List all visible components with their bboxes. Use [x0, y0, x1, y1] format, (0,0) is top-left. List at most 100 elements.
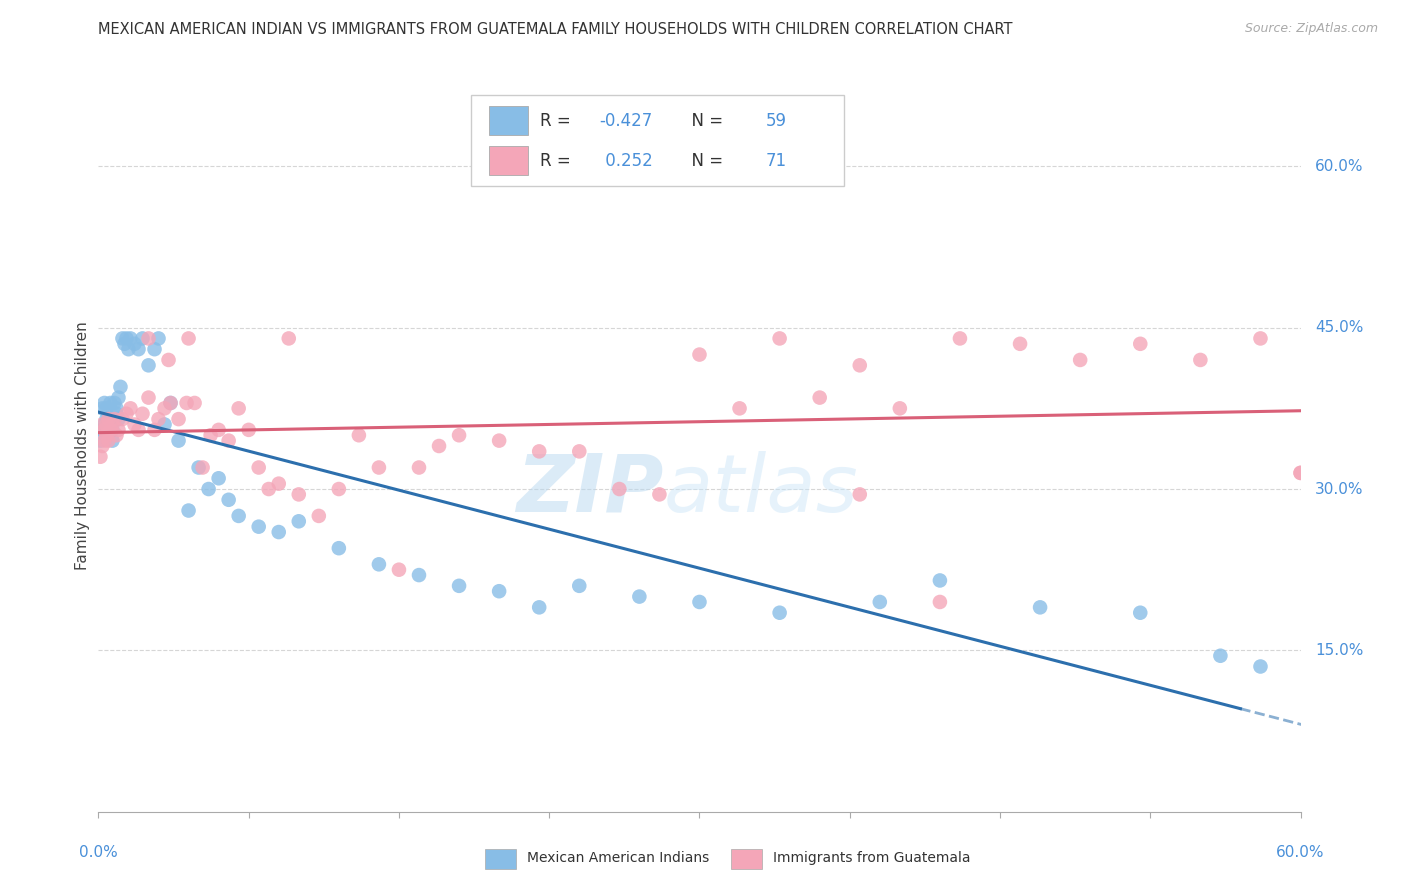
- Point: [111, 412, 134, 426]
- Point: [1289, 466, 1312, 480]
- Point: [308, 508, 330, 523]
- Text: 60.0%: 60.0%: [1277, 845, 1324, 860]
- Point: [1069, 353, 1091, 368]
- Point: [929, 595, 952, 609]
- Point: [929, 574, 952, 588]
- Point: [124, 336, 146, 351]
- Text: MEXICAN AMERICAN INDIAN VS IMMIGRANTS FROM GUATEMALA FAMILY HOUSEHOLDS WITH CHIL: MEXICAN AMERICAN INDIAN VS IMMIGRANTS FR…: [98, 22, 1012, 37]
- Point: [159, 396, 181, 410]
- Point: [97, 423, 120, 437]
- Point: [101, 434, 124, 448]
- Text: R =: R =: [540, 112, 575, 129]
- Point: [688, 348, 710, 362]
- Point: [128, 423, 150, 437]
- Point: [105, 428, 128, 442]
- Point: [768, 606, 790, 620]
- Point: [247, 519, 270, 533]
- Point: [105, 407, 128, 421]
- Point: [1010, 336, 1032, 351]
- Point: [124, 417, 146, 432]
- Point: [368, 460, 391, 475]
- Point: [115, 331, 138, 345]
- Point: [177, 503, 200, 517]
- Point: [949, 331, 972, 345]
- Point: [427, 439, 450, 453]
- Point: [768, 331, 790, 345]
- Point: [103, 412, 125, 426]
- FancyBboxPatch shape: [489, 106, 527, 136]
- Point: [93, 417, 115, 432]
- Point: [89, 434, 111, 448]
- Point: [849, 359, 872, 373]
- Point: [96, 417, 118, 432]
- Point: [96, 412, 118, 426]
- Point: [568, 579, 591, 593]
- Point: [208, 471, 231, 485]
- Point: [228, 401, 250, 416]
- Point: [728, 401, 751, 416]
- Point: [197, 482, 219, 496]
- Point: [176, 396, 198, 410]
- Point: [159, 396, 181, 410]
- Point: [347, 428, 370, 442]
- Text: Mexican American Indians: Mexican American Indians: [527, 851, 710, 865]
- Point: [93, 423, 115, 437]
- Point: [115, 407, 138, 421]
- Point: [1250, 659, 1272, 673]
- Point: [328, 541, 350, 556]
- Text: Source: ZipAtlas.com: Source: ZipAtlas.com: [1244, 22, 1378, 36]
- Point: [97, 412, 120, 426]
- Text: ZIP: ZIP: [516, 450, 664, 529]
- Point: [257, 482, 280, 496]
- Point: [143, 342, 166, 356]
- Point: [91, 423, 114, 437]
- Text: 0.252: 0.252: [600, 152, 652, 169]
- Point: [869, 595, 891, 609]
- Text: 45.0%: 45.0%: [1315, 320, 1364, 335]
- Point: [91, 401, 114, 416]
- Point: [100, 423, 122, 437]
- Text: N =: N =: [682, 152, 728, 169]
- Point: [267, 476, 290, 491]
- Point: [110, 380, 132, 394]
- Point: [131, 331, 153, 345]
- Text: 59: 59: [766, 112, 786, 129]
- Point: [1189, 353, 1212, 368]
- Text: R =: R =: [540, 152, 575, 169]
- Point: [153, 417, 176, 432]
- Point: [107, 412, 129, 426]
- Point: [167, 412, 190, 426]
- Point: [131, 407, 153, 421]
- Point: [447, 579, 470, 593]
- Point: [101, 417, 124, 432]
- Point: [91, 417, 114, 432]
- Point: [177, 331, 200, 345]
- Text: 60.0%: 60.0%: [1315, 159, 1364, 174]
- Point: [100, 396, 122, 410]
- Point: [167, 434, 190, 448]
- Point: [103, 396, 125, 410]
- Point: [288, 514, 311, 528]
- Point: [228, 508, 250, 523]
- Text: atlas: atlas: [664, 450, 858, 529]
- Point: [93, 434, 115, 448]
- Point: [447, 428, 470, 442]
- Point: [1129, 606, 1152, 620]
- Point: [1250, 331, 1272, 345]
- FancyBboxPatch shape: [471, 95, 844, 186]
- Point: [183, 396, 205, 410]
- Point: [128, 342, 150, 356]
- Point: [157, 353, 180, 368]
- Point: [101, 423, 124, 437]
- Point: [238, 423, 260, 437]
- Point: [1029, 600, 1052, 615]
- Point: [328, 482, 350, 496]
- Point: [148, 331, 170, 345]
- Point: [105, 401, 128, 416]
- Point: [388, 563, 411, 577]
- Text: Immigrants from Guatemala: Immigrants from Guatemala: [773, 851, 970, 865]
- Point: [889, 401, 911, 416]
- Point: [97, 412, 120, 426]
- Point: [408, 568, 430, 582]
- Point: [107, 391, 129, 405]
